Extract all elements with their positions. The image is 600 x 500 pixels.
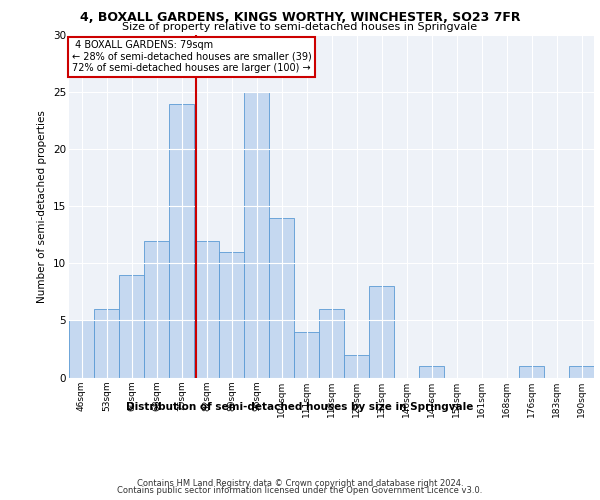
Text: Contains public sector information licensed under the Open Government Licence v3: Contains public sector information licen…: [118, 486, 482, 495]
Bar: [94, 309, 119, 378]
Bar: [319, 309, 344, 378]
Bar: [419, 366, 444, 378]
Text: Distribution of semi-detached houses by size in Springvale: Distribution of semi-detached houses by …: [127, 402, 473, 412]
Bar: [344, 354, 369, 378]
Bar: [169, 104, 194, 378]
Text: 4, BOXALL GARDENS, KINGS WORTHY, WINCHESTER, SO23 7FR: 4, BOXALL GARDENS, KINGS WORTHY, WINCHES…: [80, 11, 520, 24]
Text: Size of property relative to semi-detached houses in Springvale: Size of property relative to semi-detach…: [122, 22, 478, 32]
Bar: [369, 286, 394, 378]
Bar: [144, 240, 169, 378]
Bar: [519, 366, 544, 378]
Bar: [119, 275, 144, 378]
Bar: [244, 92, 269, 378]
Y-axis label: Number of semi-detached properties: Number of semi-detached properties: [37, 110, 47, 302]
Bar: [269, 218, 294, 378]
Bar: [194, 240, 219, 378]
Bar: [219, 252, 244, 378]
Text: Contains HM Land Registry data © Crown copyright and database right 2024.: Contains HM Land Registry data © Crown c…: [137, 478, 463, 488]
Bar: [294, 332, 319, 378]
Bar: [69, 320, 94, 378]
Bar: [569, 366, 594, 378]
Text: 4 BOXALL GARDENS: 79sqm
← 28% of semi-detached houses are smaller (39)
72% of se: 4 BOXALL GARDENS: 79sqm ← 28% of semi-de…: [71, 40, 311, 74]
